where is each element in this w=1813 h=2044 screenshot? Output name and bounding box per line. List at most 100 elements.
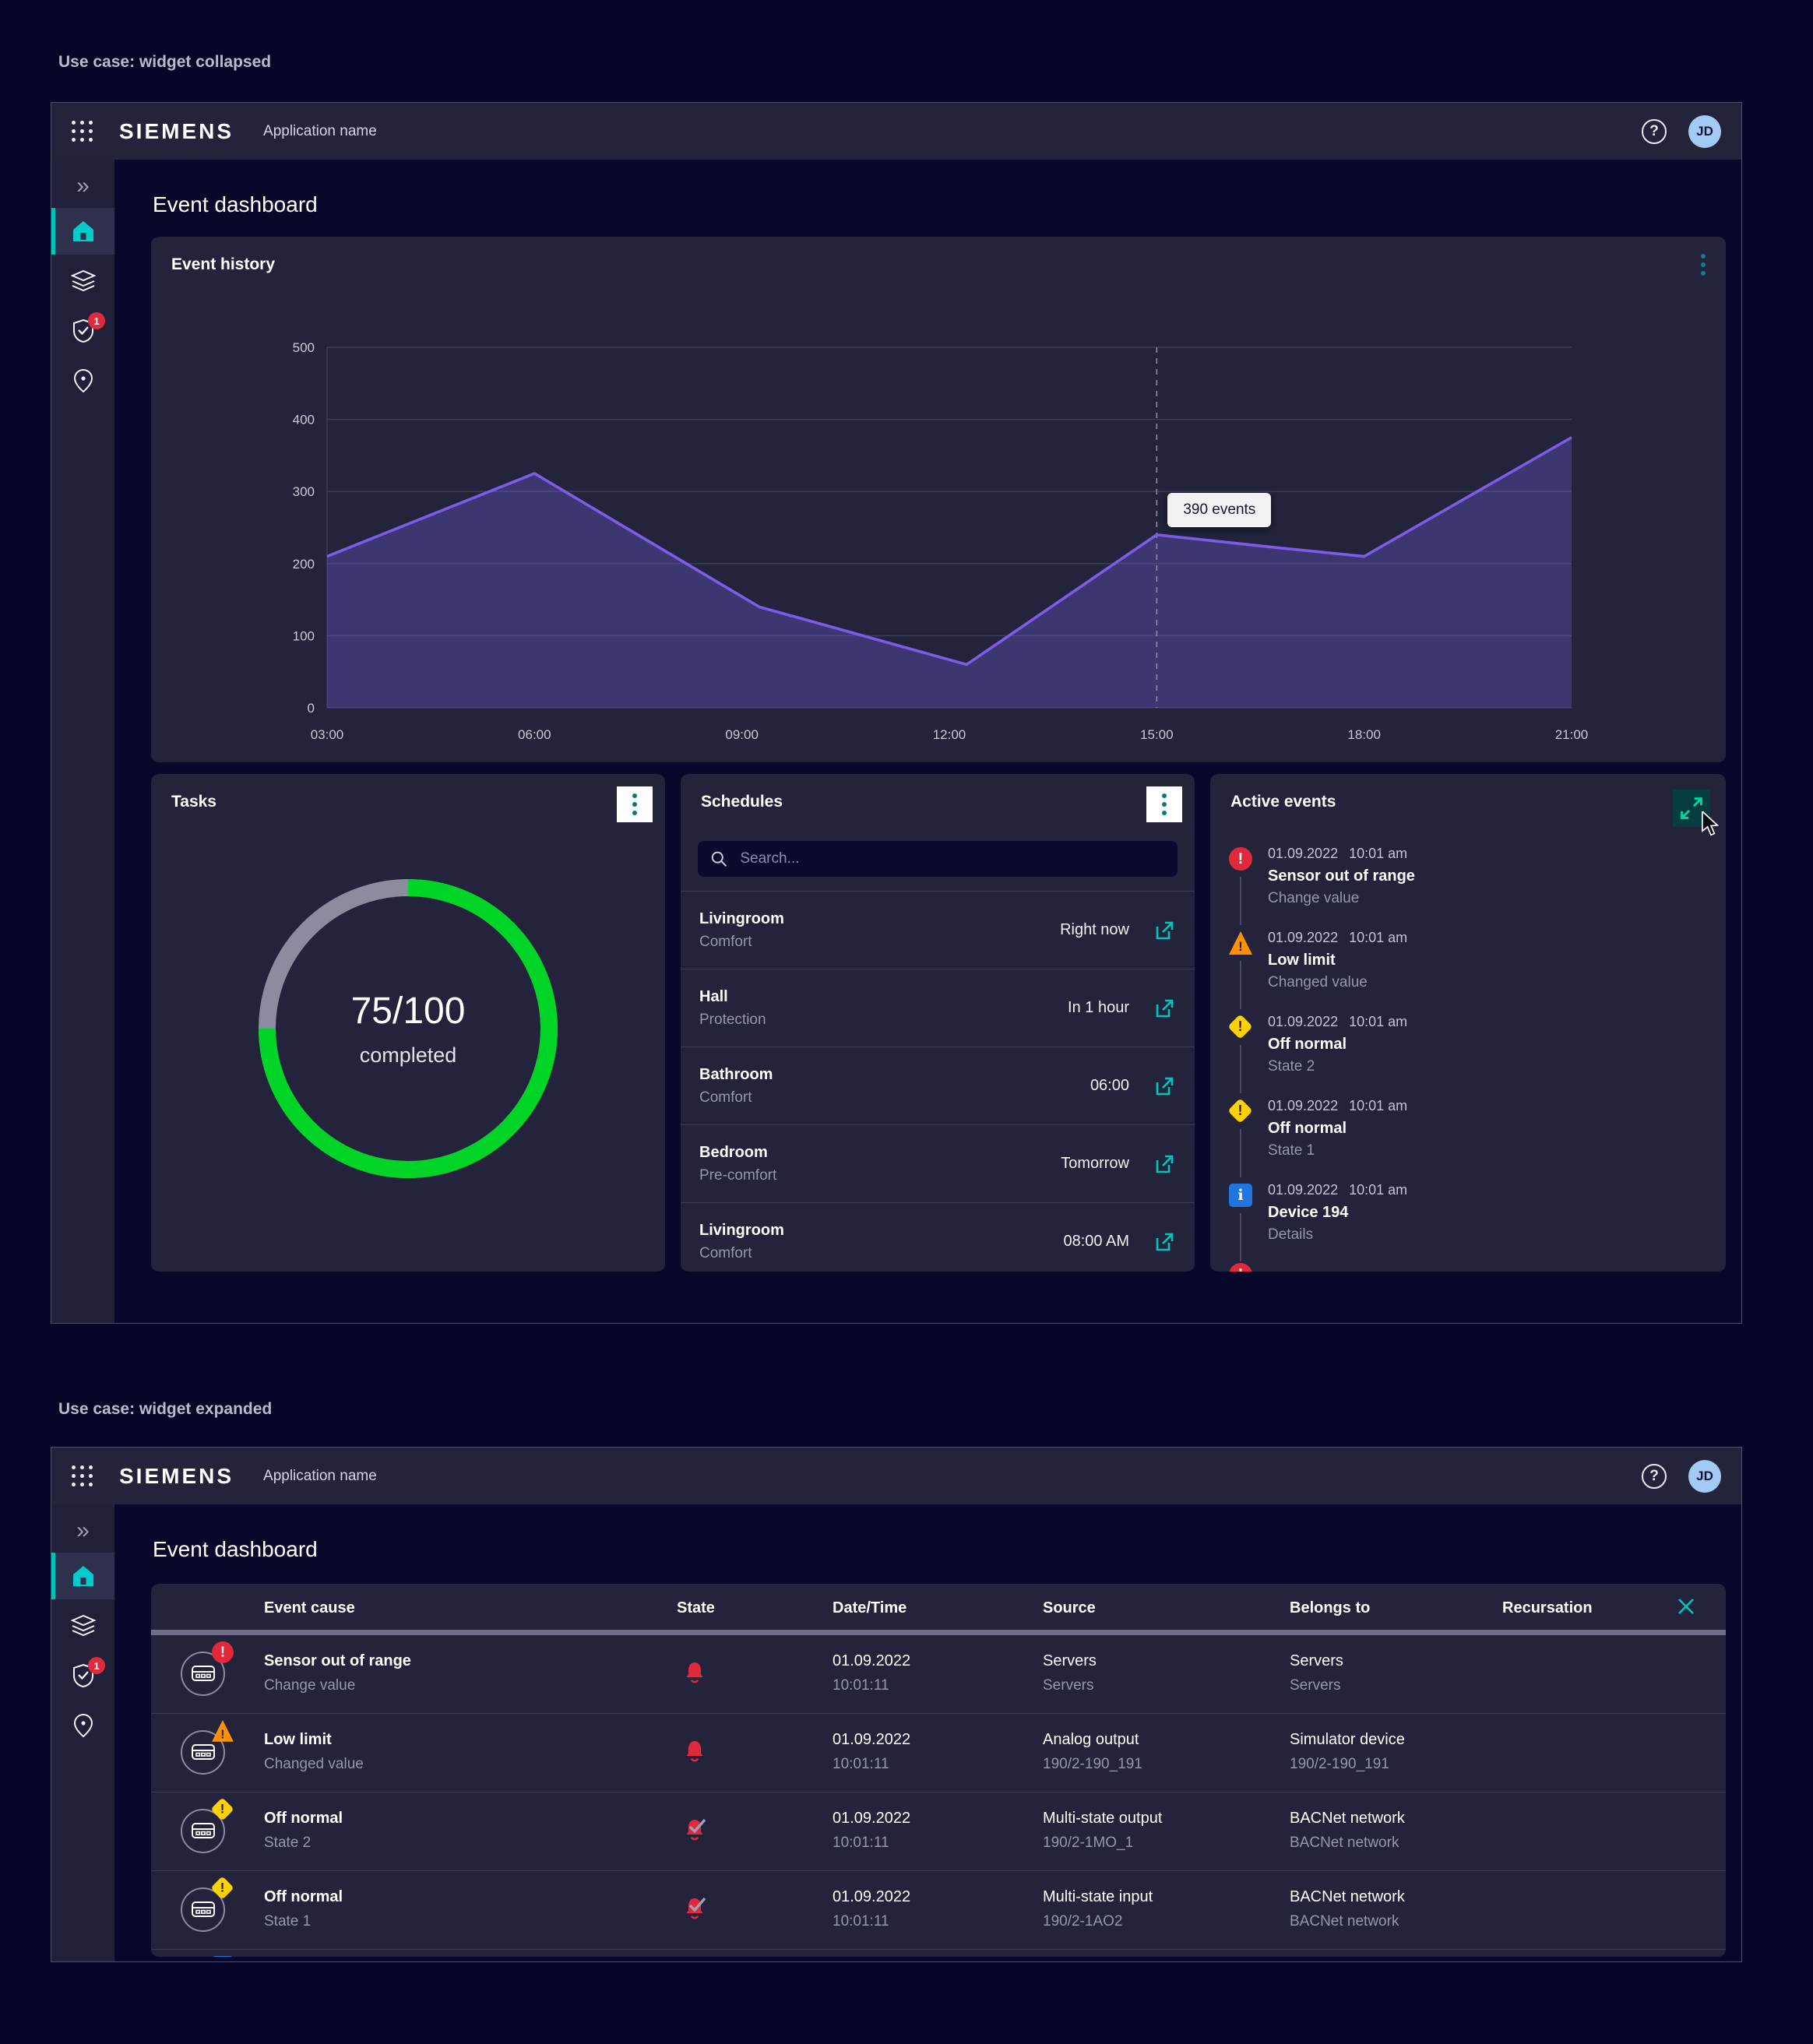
schedule-room: Bedroom <box>699 1143 768 1161</box>
event-history-menu-kebab-icon[interactable] <box>1701 254 1706 276</box>
kebab-icon <box>632 793 637 815</box>
location-pin-icon <box>73 368 93 393</box>
schedule-list-item[interactable]: Hall Protection In 1 hour <box>681 969 1195 1047</box>
avatar[interactable]: JD <box>1688 114 1721 148</box>
tasks-progress-value: 75/100 <box>350 990 466 1032</box>
sidebar-collapse-icon[interactable]: » <box>76 1518 90 1543</box>
event-datetime: 01.09.2022 10:01 am <box>1268 1014 1408 1029</box>
schedule-list-item[interactable]: Livingroom Comfort 08:00 AM <box>681 1202 1195 1272</box>
help-icon[interactable]: ? <box>1642 118 1667 144</box>
event-history-widget: Event history 0 100 200 300 400 500 03:00 06:00… <box>151 237 1726 762</box>
cell-belongs-to: Simulator device <box>1290 1731 1405 1748</box>
cell-source: Multi-state output <box>1043 1810 1163 1827</box>
sidebar-item-layers[interactable] <box>51 1602 114 1649</box>
sidebar-collapse-icon[interactable]: » <box>76 173 90 199</box>
svg-text:21:00: 21:00 <box>1555 727 1589 742</box>
cell-event-cause-sub: Change value <box>264 1677 356 1694</box>
schedules-title: Schedules <box>701 793 783 811</box>
layers-icon <box>70 1614 96 1637</box>
cell-source: Analog output <box>1043 1731 1139 1748</box>
sidebar-item-home[interactable] <box>51 208 114 255</box>
close-icon[interactable] <box>1676 1596 1696 1617</box>
mouse-cursor-icon <box>1702 811 1720 836</box>
external-link-icon[interactable] <box>1153 1230 1176 1254</box>
active-events-expand-button[interactable] <box>1673 790 1710 827</box>
tasks-menu-button[interactable] <box>617 786 653 822</box>
event-severity-icon <box>212 1956 234 1957</box>
external-link-icon[interactable] <box>1153 1075 1176 1098</box>
help-icon[interactable]: ? <box>1642 1463 1667 1489</box>
page-title: Event dashboard <box>153 192 318 216</box>
schedule-room: Hall <box>699 987 728 1005</box>
sidebar-item-locations[interactable] <box>51 357 114 404</box>
event-datetime: 01.09.2022 10:01 am <box>1268 1098 1408 1113</box>
device-icon <box>191 1743 215 1760</box>
svg-text:400: 400 <box>293 413 315 427</box>
svg-text:09:00: 09:00 <box>725 727 759 742</box>
event-cause-device-circle <box>181 1730 225 1775</box>
schedule-time: 06:00 <box>1090 1077 1129 1094</box>
table-row[interactable] <box>151 1950 1726 1957</box>
schedules-search[interactable] <box>698 841 1178 877</box>
timeline-connector <box>1240 1129 1241 1177</box>
brand-logo: SIEMENS <box>119 1463 234 1488</box>
cell-time: 10:01:11 <box>833 1677 889 1694</box>
svg-text:100: 100 <box>293 628 315 643</box>
event-severity-icon <box>212 1641 234 1663</box>
col-belongs-to: Belongs to <box>1290 1599 1371 1617</box>
event-datetime: 01.09.2022 10:01 am <box>1268 930 1408 945</box>
table-row[interactable]: Off normal State 2 01.09.2022 10:01:11 M… <box>151 1792 1726 1871</box>
schedules-menu-button[interactable] <box>1146 786 1182 822</box>
table-row[interactable]: Low limit Changed value 01.09.2022 10:01… <box>151 1714 1726 1792</box>
svg-text:18:00: 18:00 <box>1347 727 1381 742</box>
search-input[interactable] <box>738 850 1165 868</box>
cell-belongs-to-sub: BACNet network <box>1290 1913 1399 1930</box>
avatar[interactable]: JD <box>1688 1459 1721 1493</box>
schedule-mode: Comfort <box>699 1089 752 1106</box>
application-name: Application name <box>263 122 377 139</box>
sidebar-item-locations[interactable] <box>51 1702 114 1749</box>
schedule-room: Livingroom <box>699 909 784 927</box>
app-launcher-icon[interactable] <box>72 1465 93 1486</box>
external-link-icon[interactable] <box>1153 997 1176 1020</box>
cell-time: 10:01:11 <box>833 1913 889 1930</box>
cell-event-cause: Off normal <box>264 1888 343 1905</box>
event-title: Off normal <box>1268 1036 1347 1053</box>
event-severity-icon <box>1229 1184 1252 1207</box>
horizontal-scrollbar[interactable] <box>151 1630 1726 1635</box>
cell-belongs-to: BACNet network <box>1290 1810 1405 1827</box>
svg-text:300: 300 <box>293 484 315 499</box>
app-launcher-icon[interactable] <box>72 121 93 142</box>
tasks-progress-caption: completed <box>359 1043 457 1067</box>
sidebar-item-security[interactable]: 1 <box>51 1652 114 1699</box>
schedule-mode: Pre-comfort <box>699 1166 777 1184</box>
external-link-icon[interactable] <box>1153 1152 1176 1176</box>
sidebar-item-layers[interactable] <box>51 258 114 304</box>
external-link-icon[interactable] <box>1153 919 1176 942</box>
sidebar-item-security[interactable]: 1 <box>51 308 114 354</box>
application-name: Application name <box>263 1467 377 1484</box>
schedule-list-item[interactable]: Bathroom Comfort 06:00 <box>681 1047 1195 1124</box>
schedule-list-item[interactable]: Bedroom Pre-comfort Tomorrow <box>681 1124 1195 1202</box>
schedule-time: In 1 hour <box>1068 999 1129 1016</box>
active-events-title: Active events <box>1230 793 1336 811</box>
event-datetime: 01.09.2022 10:01 am <box>1268 1182 1408 1198</box>
schedules-widget: Schedules Livingroom Comfort Right now H <box>681 774 1195 1272</box>
event-table-header: Event cause State Date/Time Source Belon… <box>151 1584 1726 1630</box>
schedule-list-item[interactable]: Livingroom Comfort Right now <box>681 891 1195 969</box>
sidebar: » 1 <box>51 1504 114 1961</box>
cell-event-cause: Sensor out of range <box>264 1652 411 1669</box>
event-history-chart[interactable]: 0 100 200 300 400 500 03:00 06:00 09:00 12:00 15:0… <box>151 237 1726 762</box>
table-row[interactable]: Off normal State 1 01.09.2022 10:01:11 M… <box>151 1871 1726 1950</box>
svg-text:06:00: 06:00 <box>518 727 551 742</box>
cell-source-sub: 190/2-1AO2 <box>1043 1913 1123 1930</box>
event-severity-icon <box>1229 931 1252 955</box>
table-row[interactable]: Sensor out of range Change value 01.09.2… <box>151 1635 1726 1714</box>
sidebar-item-home[interactable] <box>51 1553 114 1599</box>
